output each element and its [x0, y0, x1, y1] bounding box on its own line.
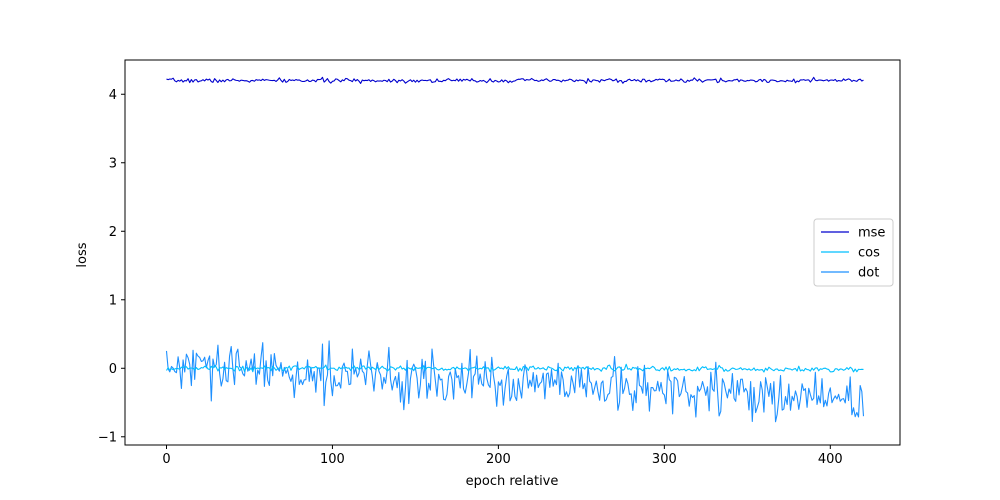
series-layer	[165, 76, 865, 423]
series-line-cos	[166, 363, 864, 373]
x-axis-label: epoch relative	[466, 474, 559, 489]
x-tick-label: 400	[818, 452, 843, 467]
x-tick-label: 0	[162, 452, 170, 467]
y-tick-label: 1	[109, 293, 117, 308]
x-tick-label: 100	[320, 452, 345, 467]
legend-label-cos: cos	[858, 246, 880, 261]
y-axis-label: loss	[75, 242, 90, 267]
x-axis: 0 100 200 300 400	[162, 445, 843, 467]
legend-label-mse: mse	[858, 226, 885, 241]
y-tick-label: 4	[109, 88, 117, 103]
y-axis: −1 0 1 2 3 4	[98, 88, 125, 445]
legend-label-dot: dot	[858, 266, 879, 281]
plot-area	[125, 60, 900, 445]
x-tick-label: 300	[652, 452, 677, 467]
plot-frame	[124, 59, 901, 446]
y-tick-label: 0	[109, 362, 117, 377]
legend: mse cos dot	[813, 218, 894, 287]
legend-box	[813, 218, 894, 287]
series-line-mse	[166, 76, 864, 85]
y-tick-label: 3	[109, 156, 117, 171]
y-tick-label: 2	[109, 225, 117, 240]
series-line-dot	[165, 340, 865, 423]
x-tick-label: 200	[486, 452, 511, 467]
y-tick-label: −1	[98, 430, 117, 445]
